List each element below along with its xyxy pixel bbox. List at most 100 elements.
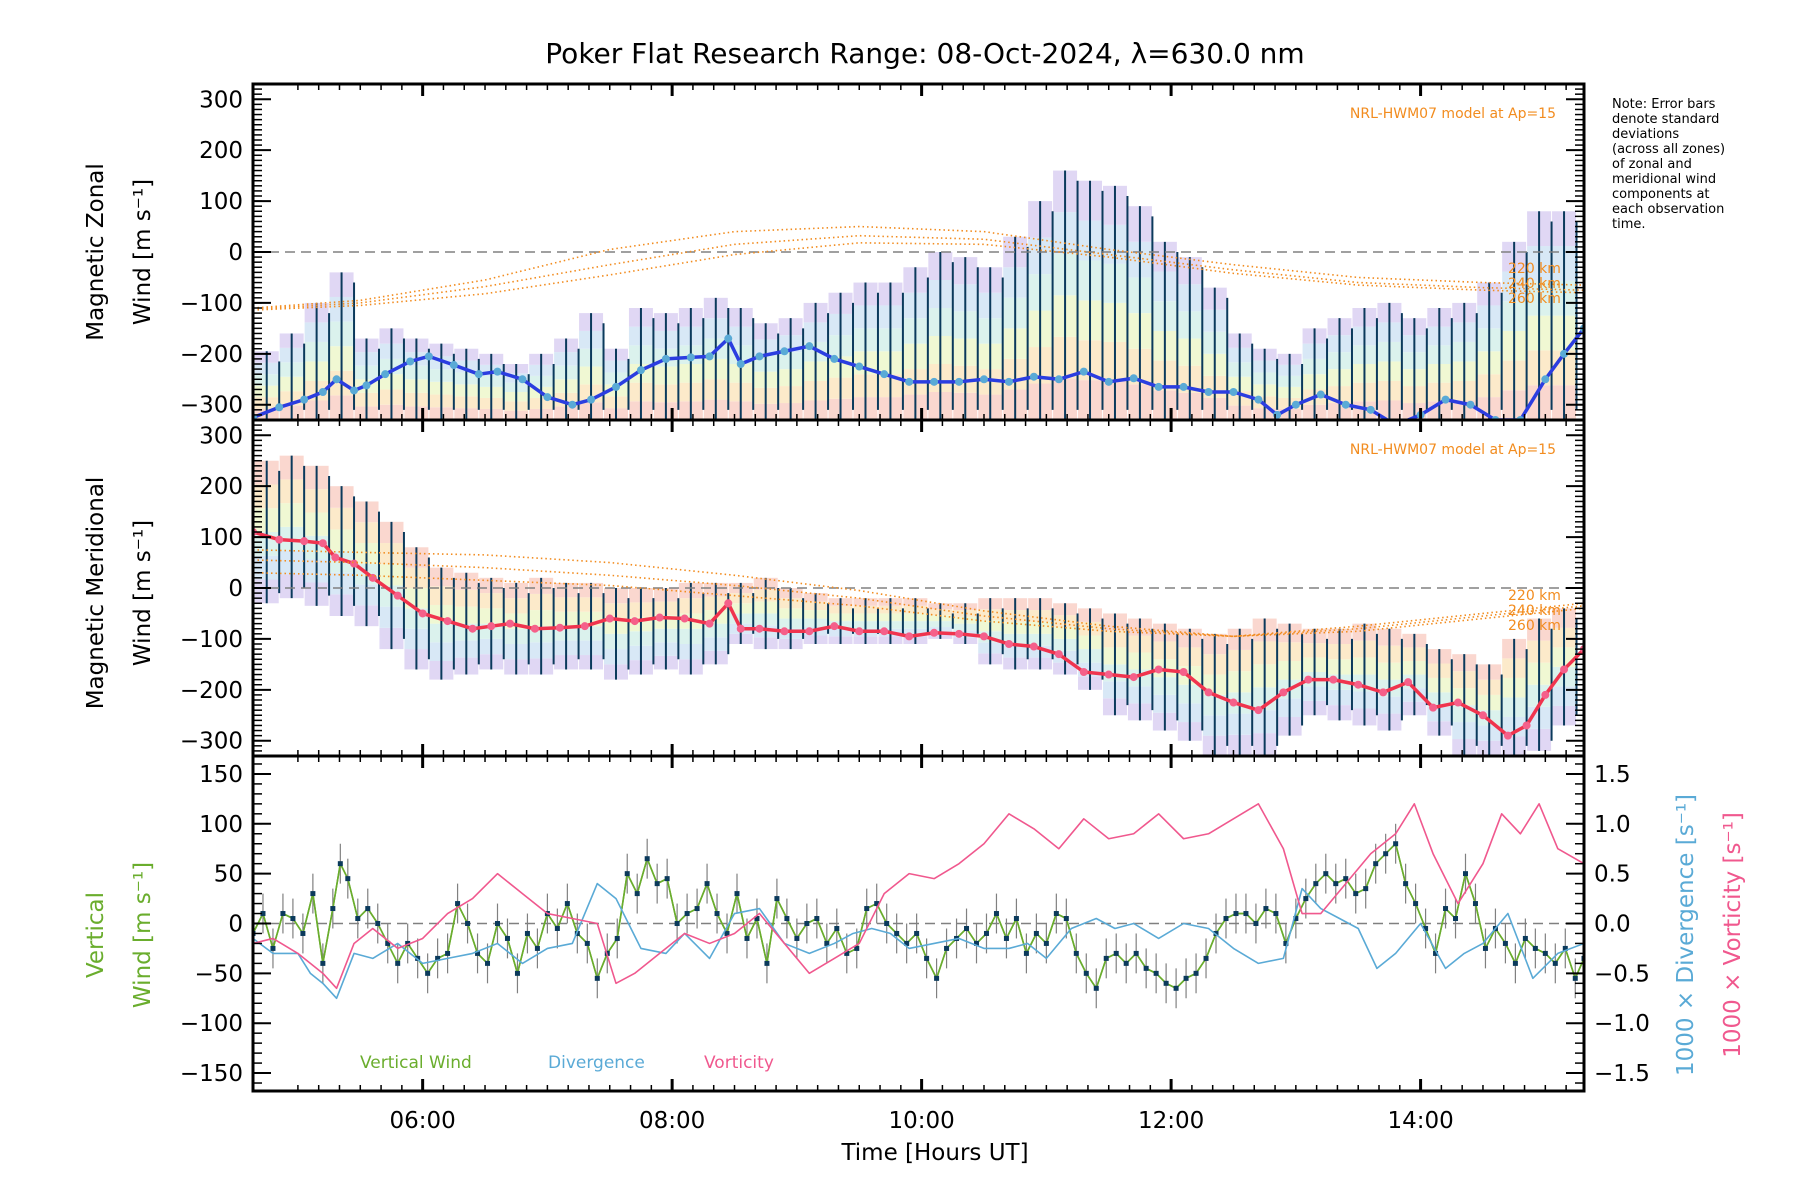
mean-point (1154, 665, 1163, 674)
mean-point (1104, 377, 1113, 386)
y2-tick-label: −0.5 (1594, 961, 1650, 987)
mean-point (332, 375, 341, 384)
zonal-alt-label-240: 240 km (1508, 276, 1561, 292)
y-tick-label: 0 (228, 912, 243, 938)
mean-point (636, 366, 645, 375)
mean-point (1341, 400, 1350, 409)
mean-point (605, 614, 614, 623)
y-tick-label: −150 (180, 1061, 243, 1087)
vertical-wind-point (554, 925, 560, 931)
mean-point (424, 352, 433, 361)
mean-point (880, 627, 889, 636)
mean-point (780, 347, 789, 356)
mean-point (350, 559, 359, 568)
vertical-wind-point (1173, 985, 1179, 991)
note-line: denote standard (1612, 112, 1719, 127)
mean-point (449, 361, 458, 370)
mean-point (1392, 421, 1400, 429)
mean-point (493, 367, 502, 376)
vertical-wind-point (365, 906, 371, 912)
vertical-wind-point (634, 891, 640, 897)
mean-point (736, 624, 745, 633)
y-tick-label: 50 (214, 862, 243, 888)
note-line: meridional wind (1612, 172, 1716, 187)
x-tick-label: 14:00 (1387, 1108, 1453, 1134)
mean-point (979, 375, 988, 384)
meridional-alt-label-260: 260 km (1508, 618, 1561, 634)
mean-point (880, 370, 889, 379)
vertical-wind-point (1343, 876, 1349, 882)
vertical-wind-point (270, 945, 276, 951)
vertical-wind-point (864, 906, 870, 912)
mean-point (1279, 688, 1288, 697)
vertical-wind-point (1123, 960, 1129, 966)
vertical-wind-point (1383, 851, 1389, 857)
vertical-wind-point (794, 935, 800, 941)
mean-point (1154, 382, 1163, 391)
vertical-wind-point (1443, 906, 1449, 912)
zonal-alt-label-220: 220 km (1508, 261, 1561, 277)
vertical-wind-point (1373, 861, 1379, 867)
note-line: (across all zones) (1612, 142, 1725, 157)
mean-point (661, 354, 670, 363)
vertical-wind-point (1353, 891, 1359, 897)
vertical-wind-point (385, 940, 391, 946)
mean-point (474, 370, 483, 379)
y-tick-label: 200 (199, 474, 243, 500)
mean-point (1441, 395, 1450, 404)
vertical-wind-point (934, 975, 940, 981)
y-tick-label: 300 (199, 87, 243, 113)
mean-point (1254, 706, 1263, 715)
mean-point (1179, 668, 1188, 676)
vertical-wind-point (1223, 916, 1229, 922)
zonal-y-label-line1: Magnetic Zonal (83, 163, 109, 341)
vertical-wind-point (1043, 940, 1049, 946)
note-line: of zonal and (1612, 157, 1692, 172)
vertical-y-label-line1: Vertical (83, 892, 109, 978)
mean-point (1204, 688, 1213, 697)
vertical-wind-point (1502, 940, 1508, 946)
vertical-wind-point (674, 921, 680, 926)
vertical-y-label-line2: Wind [m s⁻¹] (130, 862, 156, 1008)
mean-point (1329, 675, 1338, 684)
zonal-alt-label-260: 260 km (1508, 291, 1561, 307)
vertical-wind-point (1482, 945, 1488, 951)
mean-point (1354, 680, 1363, 689)
y-tick-label: −200 (180, 342, 243, 368)
vertical-wind-point (425, 970, 431, 976)
series-line-nrl-hwm07-240-km (253, 234, 1584, 310)
note-line: components at (1612, 187, 1710, 202)
mean-point (630, 617, 639, 626)
mean-point (1054, 650, 1063, 659)
vertical-wind-point (290, 916, 296, 922)
vertical-wind-point (524, 930, 530, 936)
mean-point (1316, 390, 1325, 399)
mean-point (487, 622, 496, 631)
vertical-wind-point (514, 970, 520, 976)
mean-point (830, 622, 839, 631)
vertical-wind-point (844, 950, 850, 956)
vertical-wind-point (1253, 921, 1259, 926)
mean-point (393, 591, 402, 600)
mean-point (1291, 400, 1300, 409)
vertical-wind-point (924, 955, 930, 961)
mean-point (1254, 395, 1263, 404)
vertical-wind-point (993, 911, 999, 917)
vertical-wind-point (1053, 911, 1059, 917)
vertical-wind-point (435, 955, 441, 961)
y2-tick-label: 1.5 (1594, 762, 1631, 788)
vertical-wind-point (754, 916, 760, 922)
vertical-wind-point (1363, 886, 1369, 892)
mean-point (855, 627, 864, 636)
vertical-wind-point (1333, 881, 1339, 887)
vertical-wind-point (320, 960, 326, 966)
mean-point (1029, 372, 1038, 381)
vertical-wind-point (1462, 871, 1468, 877)
mean-point (543, 393, 552, 402)
vertical-wind-point (764, 960, 770, 966)
mean-point (1104, 670, 1113, 679)
mean-point (705, 352, 714, 361)
mean-point (830, 354, 839, 363)
x-tick-label: 08:00 (639, 1108, 705, 1134)
meridional-alt-label-240: 240 km (1508, 603, 1561, 619)
